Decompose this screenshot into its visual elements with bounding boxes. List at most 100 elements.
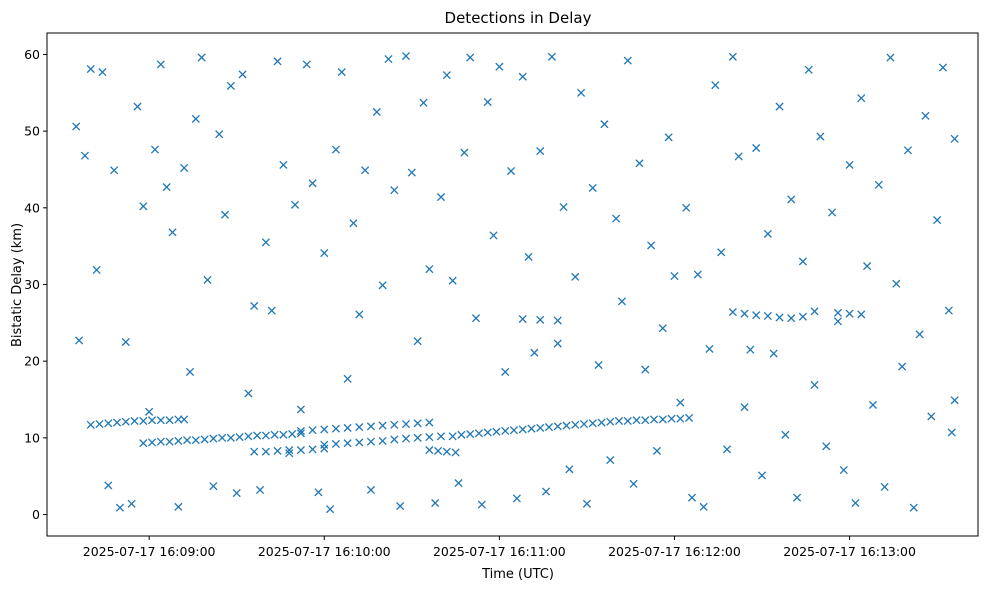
- data-point: [792, 493, 802, 502]
- data-point: [436, 432, 446, 441]
- data-point: [326, 505, 335, 514]
- data-point: [451, 448, 460, 457]
- data-point: [361, 166, 370, 175]
- data-point: [746, 345, 755, 354]
- data-point: [705, 344, 714, 353]
- data-point: [506, 166, 516, 176]
- data-point: [612, 214, 621, 223]
- data-point: [366, 485, 376, 495]
- data-point: [460, 148, 469, 157]
- data-point: [757, 471, 767, 480]
- data-point: [384, 55, 393, 64]
- data-point: [419, 98, 428, 107]
- data-point: [226, 81, 235, 90]
- data-point: [466, 429, 475, 439]
- x-axis-title: Time (UTC): [481, 567, 554, 582]
- data-point: [174, 436, 183, 445]
- data-point: [728, 308, 737, 317]
- data-point: [431, 498, 440, 508]
- data-point: [518, 314, 527, 324]
- x-tick-label: 2025-07-17 16:13:00: [783, 544, 916, 559]
- data-point: [658, 415, 667, 424]
- data-point: [390, 186, 399, 195]
- data-point: [285, 446, 294, 455]
- data-point: [133, 102, 142, 111]
- data-point: [933, 216, 942, 225]
- data-point: [483, 97, 492, 107]
- data-point: [174, 502, 183, 511]
- data-point: [810, 380, 819, 390]
- data-point: [209, 482, 218, 491]
- data-point: [763, 311, 772, 320]
- data-point: [617, 297, 627, 306]
- data-point: [676, 414, 685, 423]
- data-point: [512, 494, 521, 503]
- data-point: [104, 419, 113, 428]
- data-point: [180, 415, 189, 424]
- data-point: [527, 424, 536, 433]
- data-point: [288, 429, 297, 439]
- data-point: [355, 438, 364, 447]
- data-point: [320, 425, 329, 434]
- data-point: [670, 272, 679, 281]
- data-point: [594, 360, 603, 370]
- y-tick-label: 40: [24, 200, 40, 215]
- data-point: [320, 249, 329, 258]
- data-point: [559, 202, 568, 212]
- data-point: [606, 417, 615, 426]
- data-point: [571, 420, 580, 429]
- data-point: [944, 306, 953, 315]
- data-point: [728, 52, 737, 61]
- data-point: [267, 306, 276, 315]
- data-point: [597, 418, 606, 427]
- data-point: [562, 421, 571, 430]
- data-point: [623, 56, 632, 65]
- data-point: [436, 193, 446, 202]
- data-point: [425, 433, 434, 442]
- data-point: [250, 447, 259, 456]
- data-point: [623, 416, 632, 426]
- y-tick-label: 30: [24, 277, 40, 292]
- data-point: [226, 433, 235, 442]
- data-point: [722, 445, 732, 454]
- data-point: [804, 65, 813, 74]
- data-point: [349, 219, 358, 228]
- data-point: [740, 403, 749, 412]
- y-tick-label: 0: [32, 507, 40, 522]
- data-point: [296, 429, 305, 438]
- data-point: [401, 51, 411, 61]
- data-point: [606, 456, 615, 465]
- data-point: [244, 389, 253, 398]
- data-point: [536, 315, 545, 324]
- data-point: [343, 374, 352, 383]
- data-point: [880, 482, 889, 491]
- data-point: [547, 52, 556, 61]
- data-point: [95, 419, 104, 429]
- data-point: [355, 310, 364, 319]
- data-point: [279, 430, 288, 439]
- data-point: [261, 447, 270, 456]
- data-point: [390, 435, 399, 444]
- data-point: [474, 429, 483, 438]
- data-point: [425, 265, 434, 274]
- data-point: [635, 159, 644, 168]
- data-point: [816, 132, 825, 141]
- data-point: [261, 431, 270, 440]
- data-point: [483, 428, 492, 437]
- y-tick-label: 50: [24, 124, 40, 139]
- chart-title: Detections in Delay: [445, 9, 592, 27]
- data-point: [851, 498, 860, 508]
- data-point: [798, 257, 807, 266]
- data-point: [86, 420, 95, 429]
- data-point: [372, 107, 381, 117]
- data-point: [156, 437, 165, 446]
- data-point: [270, 430, 279, 439]
- data-point: [857, 94, 866, 103]
- data-point: [553, 316, 562, 325]
- data-point: [442, 447, 451, 456]
- data-point: [150, 145, 160, 154]
- data-point: [833, 317, 842, 326]
- data-point: [343, 423, 352, 432]
